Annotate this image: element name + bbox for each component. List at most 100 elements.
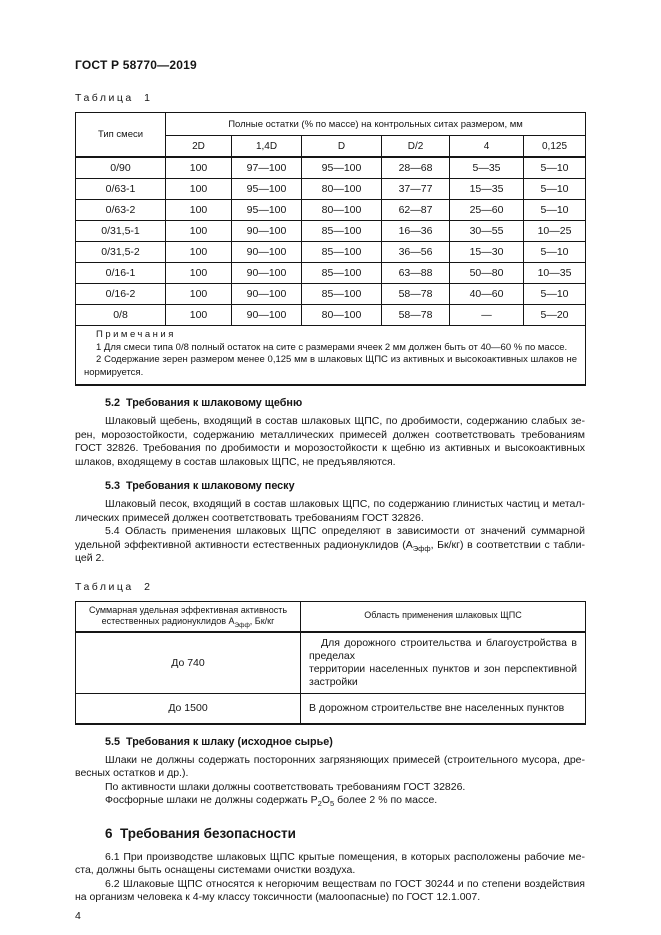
table2-header-application: Область применения шлаковых ЩПС: [300, 600, 586, 633]
section-5-5-paragraph-3: Фосфорные шлаки не должны содержать Р2О5…: [75, 794, 585, 808]
cell-value: 85—100: [301, 220, 382, 242]
page-number: 4: [75, 909, 81, 922]
text-line: 6.1 При производстве шлаковых ЩПС крытые…: [105, 850, 585, 863]
cell-mix-type: 0/8: [75, 304, 166, 326]
text-line: 1 Для смеси типа 0/8 полный остаток на с…: [96, 341, 568, 353]
cell-value: 100: [165, 178, 232, 200]
table1-notes-row: Примечания 1 Для смеси типа 0/8 полный о…: [74, 325, 587, 386]
cell-value: 5—10: [522, 283, 587, 305]
section-5-5-heading: 5.5 Требования к шлаку (исходное сырье): [105, 735, 333, 748]
table-row: 0/90 100 97—100 95—100 28—68 5—35 5—10: [75, 156, 587, 179]
text-line: ГОСТ 32826. Требования по дробимости и м…: [75, 442, 585, 454]
cell-mix-type: 0/16-1: [75, 262, 166, 284]
table-row: 0/8 100 90—100 80—100 58—78 — 5—20: [75, 304, 587, 326]
table2-header-row: Суммарная удельная эффективная активност…: [75, 600, 586, 633]
section-6-1-paragraph: 6.1 При производстве шлаковых ЩПС крытые…: [75, 851, 585, 878]
cell-value: 25—60: [449, 199, 524, 221]
cell-mix-type: 0/63-2: [75, 199, 166, 221]
cell-value: 90—100: [231, 262, 302, 284]
cell-value: 95—100: [301, 156, 382, 179]
cell-application: В дорожном строительстве вне населенных …: [300, 692, 586, 725]
table-row: 0/16-1 100 90—100 85—100 63—88 50—80 10—…: [75, 262, 587, 284]
subscript: 5: [329, 799, 335, 809]
cell-value: 10—35: [522, 262, 587, 284]
section-5-2-paragraph: Шлаковый щебень, входящий в состав шлако…: [75, 415, 585, 469]
section-5-5-paragraph-2: По активности шлаки должны соответствова…: [75, 781, 585, 795]
table-row: 0/16-2 100 90—100 85—100 58—78 40—60 5—1…: [75, 283, 587, 305]
section-5-3-paragraph: Шлаковый песок, входящий в состав шлаков…: [75, 498, 585, 525]
cell-value: 80—100: [301, 199, 382, 221]
cell-value: 5—35: [449, 156, 524, 179]
cell-value: 100: [165, 156, 232, 179]
table1-header-size-4: 4: [449, 135, 524, 158]
text-line: лических примесей должен соответствовать…: [75, 511, 424, 524]
table-row: 0/63-2 100 95—100 80—100 62—87 25—60 5—1…: [75, 199, 587, 221]
cell-value: 5—10: [522, 241, 587, 263]
cell-value: 5—10: [522, 199, 587, 221]
cell-value: 80—100: [301, 304, 382, 326]
cell-value: 16—36: [381, 220, 450, 242]
cell-value: 90—100: [231, 283, 302, 305]
cell-value: 28—68: [381, 156, 450, 179]
cell-value: 100: [165, 199, 232, 221]
cell-activity-limit: До 740: [75, 631, 301, 694]
cell-activity-limit: До 1500: [75, 692, 301, 725]
section-5-5-paragraph-1: Шлаки не должны содержать посторонних за…: [75, 754, 585, 781]
cell-mix-type: 0/31,5-2: [75, 241, 166, 263]
table1-header-size-2d: 2D: [165, 135, 232, 158]
table-row: 0/31,5-2 100 90—100 85—100 36—56 15—30 5…: [75, 241, 587, 263]
table2-header-activity: Суммарная удельная эффективная активност…: [75, 600, 301, 633]
text-line: весных остатков и др.).: [75, 767, 189, 779]
text-line: цей 2.: [75, 552, 105, 564]
cell-value: 100: [165, 220, 232, 242]
text-line: Шлаки не должны содержать посторонних за…: [105, 753, 585, 766]
cell-value: 100: [165, 241, 232, 263]
table1-header-size-d2: D/2: [381, 135, 450, 158]
table1-notes-title: Примечания: [96, 329, 176, 340]
cell-value: 36—56: [381, 241, 450, 263]
text-line: рен, морозостойкости, содержанию металли…: [75, 428, 585, 441]
table1-caption: Таблица 1: [75, 92, 153, 104]
table-row: До 1500 В дорожном строительстве вне нас…: [75, 692, 586, 725]
cell-value: 5—10: [522, 156, 587, 179]
text-line: 6.2 Шлаковые ЩПС относятся к негорючим в…: [105, 877, 585, 890]
cell-value: 97—100: [231, 156, 302, 179]
cell-value: 100: [165, 262, 232, 284]
doc-code-header: ГОСТ Р 58770—2019: [75, 58, 197, 72]
table1-header-row1: Тип смеси Полные остатки (% по массе) на…: [75, 112, 587, 158]
cell-value: 85—100: [301, 283, 382, 305]
subscript: Эфф: [234, 621, 250, 629]
cell-value: 62—87: [381, 199, 450, 221]
table1-notes: Примечания 1 Для смеси типа 0/8 полный о…: [74, 325, 587, 386]
text-line: территории населенных пунктов и зон перс…: [309, 662, 577, 688]
text-line: удельной эффективной активности естестве…: [75, 538, 585, 553]
cell-value: 63—88: [381, 262, 450, 284]
cell-value: 30—55: [449, 220, 524, 242]
text-line: нормируется.: [84, 366, 144, 378]
cell-mix-type: 0/31,5-1: [75, 220, 166, 242]
table1-header-span: Полные остатки (% по массе) на контрольн…: [164, 112, 587, 136]
cell-value: 100: [165, 304, 232, 326]
cell-value: 80—100: [301, 178, 382, 200]
cell-value: 90—100: [231, 241, 302, 263]
text-line: ста, должны быть оснащены системами очис…: [75, 864, 356, 876]
table1-header-size-0125: 0,125: [522, 135, 587, 158]
section-5-3-heading: 5.3 Требования к шлаковому песку: [105, 480, 295, 492]
text-line: Для дорожного строительства и благоустро…: [309, 636, 577, 662]
table1-note-2: 2 Содержание зерен размером менее 0,125 …: [84, 354, 577, 379]
text-line: 5.4 Область применения шлаковых ЩПС опре…: [105, 525, 585, 537]
table-row: До 740 Для дорожного строительства и бла…: [75, 631, 586, 694]
cell-value: 15—30: [449, 241, 524, 263]
table1-header-row2: 2D 1,4D D D/2 4 0,125: [76, 135, 587, 158]
cell-value: 90—100: [231, 220, 302, 242]
table-row: 0/31,5-1 100 90—100 85—100 16—36 30—55 1…: [75, 220, 587, 242]
cell-value: 50—80: [449, 262, 524, 284]
cell-value: 10—25: [522, 220, 587, 242]
table1-header-size-14d: 1,4D: [231, 135, 302, 158]
table1-header-size-d: D: [301, 135, 382, 158]
text-line: По активности шлаки должны соответствова…: [105, 780, 466, 793]
cell-value: 40—60: [449, 283, 524, 305]
table-row: 0/63-1 100 95—100 80—100 37—77 15—35 5—1…: [75, 178, 587, 200]
cell-value: 5—10: [522, 178, 587, 200]
table2: Суммарная удельная эффективная активност…: [75, 600, 586, 725]
